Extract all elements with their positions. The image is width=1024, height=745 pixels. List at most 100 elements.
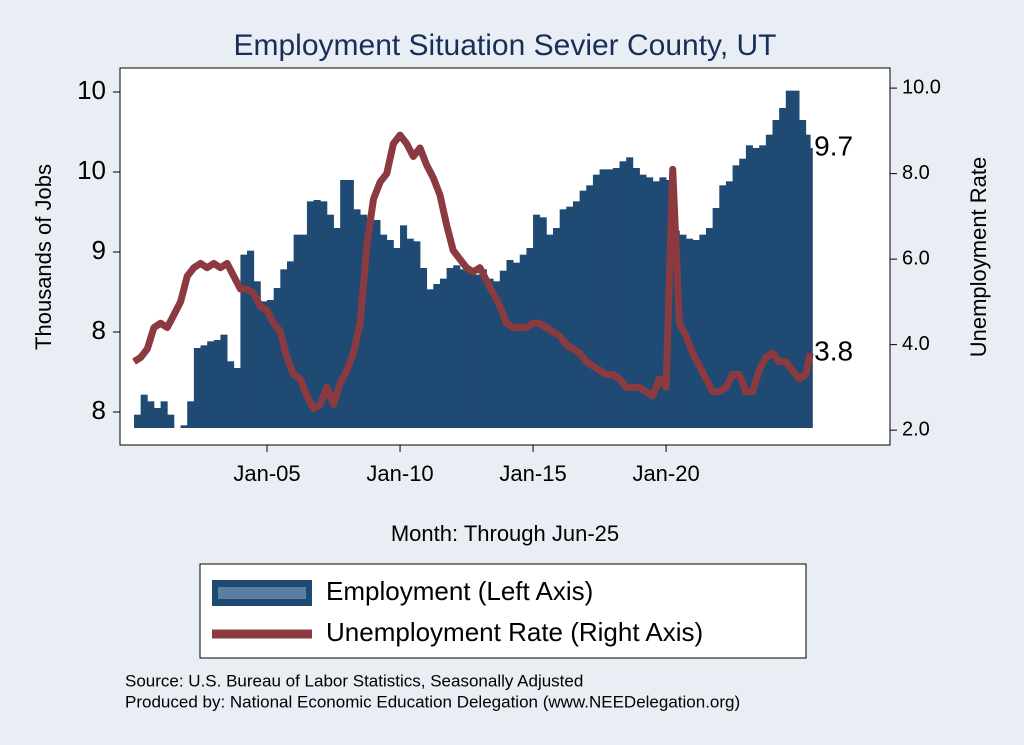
y2-tick-label: 6.0 — [902, 247, 930, 269]
bar — [273, 288, 281, 428]
end-label: 3.8 — [814, 336, 853, 367]
bar — [160, 401, 168, 428]
legend-label: Unemployment Rate (Right Axis) — [326, 617, 703, 647]
bar — [240, 254, 248, 428]
x-axis-title: Month: Through Jun-25 — [391, 521, 619, 546]
legend-box — [199, 563, 807, 659]
bar — [513, 262, 521, 428]
bar — [459, 269, 467, 428]
bar — [705, 228, 714, 428]
y-tick-label: 10 — [77, 75, 106, 105]
bar — [785, 90, 793, 429]
bar — [306, 201, 314, 428]
y-tick-label: 8 — [92, 395, 106, 425]
x-tick-label: Jan-20 — [632, 461, 699, 486]
y-axis-title: Thousands of Jobs — [31, 164, 56, 350]
bar — [193, 348, 201, 428]
bar — [260, 301, 268, 428]
chart-title: Employment Situation Sevier County, UT — [233, 29, 776, 62]
bar — [506, 260, 514, 428]
bar — [267, 300, 275, 428]
bar — [579, 190, 587, 428]
bar — [406, 238, 414, 428]
bar — [439, 278, 447, 428]
bar — [639, 174, 647, 428]
bar — [659, 177, 667, 428]
bar — [745, 145, 753, 429]
x-tick-label: Jan-05 — [233, 461, 300, 486]
bar — [759, 145, 767, 429]
bar — [180, 425, 188, 428]
bar — [765, 134, 773, 428]
bar — [526, 248, 534, 428]
line — [132, 131, 814, 413]
bar — [612, 168, 620, 428]
y-tick-label: 8 — [92, 315, 106, 345]
bar — [486, 278, 494, 428]
bar — [446, 268, 454, 428]
bar — [772, 120, 780, 428]
bar — [200, 345, 208, 428]
y-tick-label: 9 — [92, 235, 106, 265]
bar — [320, 201, 328, 428]
bar — [692, 240, 700, 428]
bar — [419, 268, 428, 428]
bar — [134, 414, 142, 428]
bar — [426, 289, 434, 428]
y2-tick-label: 10.0 — [902, 76, 941, 98]
bar — [213, 340, 221, 428]
bar — [353, 209, 361, 428]
bar — [559, 209, 567, 428]
bar — [326, 214, 334, 428]
y2-tick-label: 4.0 — [902, 333, 930, 355]
bar — [619, 161, 627, 429]
bar — [572, 201, 581, 428]
bar — [346, 180, 354, 428]
bar — [373, 220, 381, 428]
bar — [233, 368, 241, 428]
bar — [386, 240, 394, 428]
bar — [739, 158, 747, 428]
bar — [626, 157, 634, 429]
bar — [779, 108, 787, 428]
bar — [220, 334, 228, 428]
bar — [646, 177, 654, 428]
bar — [286, 261, 295, 428]
bar — [313, 200, 321, 428]
legend-swatch-inner — [218, 587, 306, 599]
producer-note: Produced by: National Economic Education… — [125, 692, 740, 711]
bar — [519, 254, 527, 428]
bar — [686, 238, 694, 428]
y2-tick-label: 8.0 — [902, 162, 930, 184]
bar — [632, 168, 640, 428]
end-label: 9.7 — [814, 130, 853, 161]
bar — [473, 274, 481, 428]
bar — [380, 234, 388, 428]
bar — [140, 394, 148, 428]
bar — [167, 414, 175, 428]
x-tick-label: Jan-15 — [499, 461, 566, 486]
bar — [227, 361, 235, 428]
bar — [400, 225, 408, 428]
bar — [732, 165, 740, 429]
bar — [187, 401, 195, 428]
bar — [712, 208, 720, 428]
bar — [333, 228, 341, 428]
bar — [153, 408, 162, 428]
bar — [792, 90, 800, 429]
bar — [207, 341, 215, 428]
bar — [606, 169, 614, 429]
bar — [725, 181, 733, 428]
bar — [586, 185, 594, 428]
bar — [805, 134, 811, 428]
bar — [652, 181, 660, 428]
source-note: Source: U.S. Bureau of Labor Statistics,… — [125, 671, 583, 690]
bar — [672, 230, 680, 428]
bar — [366, 217, 374, 428]
bar — [479, 269, 487, 428]
bar — [752, 148, 760, 428]
bar — [340, 180, 348, 428]
bar — [493, 281, 501, 428]
